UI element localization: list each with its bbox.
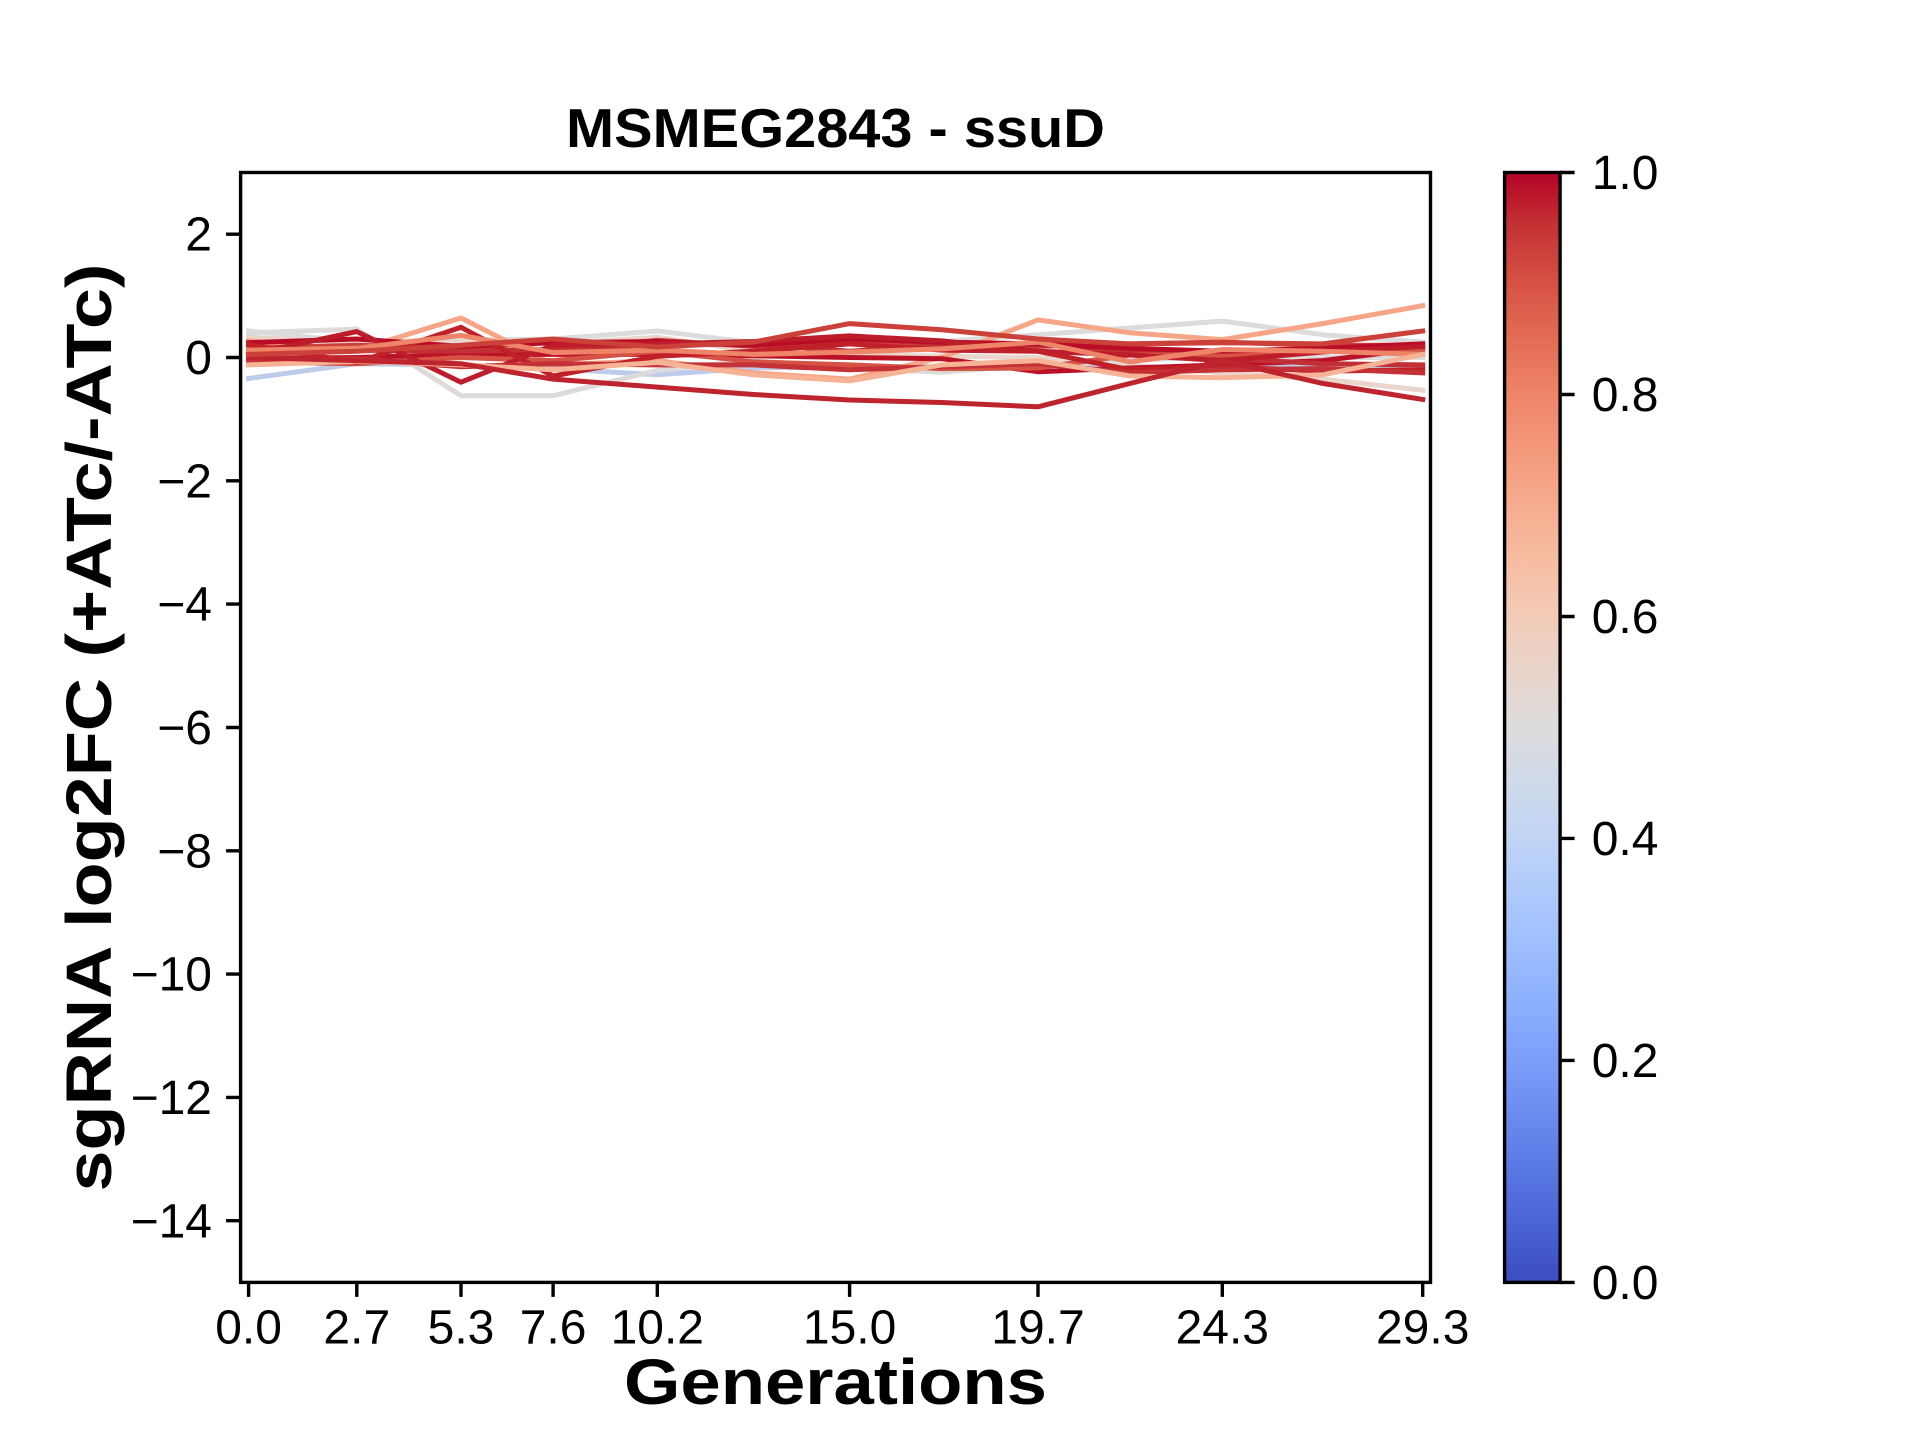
svg-text:0.4: 0.4 <box>1592 813 1659 866</box>
svg-text:−8: −8 <box>157 825 212 878</box>
svg-text:7.6: 7.6 <box>520 1302 587 1355</box>
svg-text:0.2: 0.2 <box>1592 1035 1659 1088</box>
svg-text:0.8: 0.8 <box>1592 369 1659 422</box>
svg-text:−4: −4 <box>157 579 212 632</box>
svg-text:−14: −14 <box>131 1195 212 1248</box>
svg-text:5.3: 5.3 <box>428 1302 495 1355</box>
svg-text:19.7: 19.7 <box>991 1302 1084 1355</box>
svg-text:sgRNA log2FC (+ATc/-ATc): sgRNA log2FC (+ATc/-ATc) <box>53 264 125 1192</box>
svg-text:MSMEG2843 - ssuD: MSMEG2843 - ssuD <box>566 98 1105 159</box>
svg-text:24.3: 24.3 <box>1176 1302 1269 1355</box>
svg-text:−6: −6 <box>157 702 212 755</box>
svg-text:Generations: Generations <box>624 1346 1047 1418</box>
svg-text:29.3: 29.3 <box>1376 1302 1469 1355</box>
svg-text:0.0: 0.0 <box>1592 1257 1659 1310</box>
svg-text:15.0: 15.0 <box>803 1302 896 1355</box>
svg-text:10.2: 10.2 <box>611 1302 704 1355</box>
svg-text:2: 2 <box>185 209 212 262</box>
svg-text:−2: −2 <box>157 455 212 508</box>
svg-text:−12: −12 <box>131 1072 212 1125</box>
svg-text:0.0: 0.0 <box>215 1302 282 1355</box>
svg-text:0: 0 <box>185 332 212 385</box>
svg-text:0.6: 0.6 <box>1592 591 1659 644</box>
svg-text:2.7: 2.7 <box>323 1302 390 1355</box>
svg-text:1.0: 1.0 <box>1592 147 1659 200</box>
svg-text:−10: −10 <box>131 949 212 1002</box>
